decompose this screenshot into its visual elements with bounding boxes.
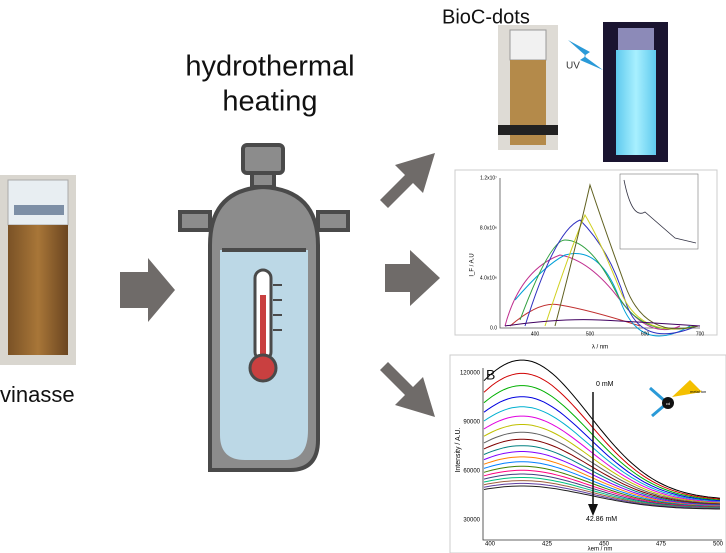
- curve: [483, 415, 721, 503]
- curve: [483, 445, 721, 506]
- curve: [483, 424, 721, 504]
- curve: [483, 385, 721, 501]
- x-tick-label: 450: [599, 542, 610, 548]
- process-label: heating: [222, 86, 317, 118]
- curve: [483, 372, 721, 500]
- curve: [483, 359, 721, 499]
- curve: [483, 473, 721, 509]
- process-label: hydrothermal: [185, 51, 354, 83]
- y-tick-label: 0.0: [490, 325, 497, 331]
- curve: [483, 461, 721, 507]
- plot-a-x-label: λ / nm: [592, 345, 608, 351]
- plot-a: [454, 169, 718, 337]
- x-tick-label: 600: [641, 331, 650, 337]
- curve: [483, 469, 721, 508]
- arrow: [385, 250, 440, 306]
- reactor: [178, 143, 350, 472]
- vinasse-vial: [0, 175, 76, 365]
- arrow: [120, 258, 175, 322]
- curve: [483, 406, 721, 502]
- brown-cuvette: [498, 25, 558, 150]
- product-label: BioC-dots: [442, 6, 530, 28]
- y-tick-label: 1.2x10⁷: [480, 175, 497, 181]
- x-tick-label: 700: [696, 331, 705, 337]
- metal-icon: [649, 380, 702, 418]
- end-label: 42.86 mM: [586, 516, 617, 523]
- curve: [483, 396, 721, 502]
- x-tick-label: 500: [586, 331, 595, 337]
- curve: [483, 485, 720, 510]
- curve: [483, 456, 721, 507]
- y-tick-label: 60000: [463, 469, 480, 475]
- uv-label: UV: [566, 61, 580, 72]
- icon-center: cd: [666, 401, 670, 406]
- plot-b: [449, 354, 726, 553]
- source-label: vinasse: [0, 382, 75, 407]
- panel-label: B: [486, 367, 495, 383]
- curve: [483, 431, 721, 505]
- x-tick-label: 400: [485, 542, 496, 548]
- start-label: 0 mM: [596, 381, 614, 388]
- y-tick-label: 30000: [463, 518, 480, 524]
- curve: [483, 465, 721, 508]
- glowing-cuvette: [603, 22, 668, 162]
- x-tick-label: 500: [713, 542, 724, 548]
- arrow: [380, 153, 435, 208]
- plot-a-y-label: I_F / A.U: [470, 253, 476, 276]
- y-tick-label: 8.0x10⁶: [480, 225, 497, 231]
- plot-b-x-label: λem / nm: [588, 547, 613, 553]
- y-tick-label: 4.0x10⁶: [480, 275, 497, 281]
- plot-b-y-label: Intensity / A.U.: [455, 427, 462, 472]
- x-tick-label: 475: [656, 542, 667, 548]
- x-tick-label: 400: [531, 331, 540, 337]
- y-tick-label: 120000: [460, 371, 481, 377]
- y-tick-label: 90000: [463, 420, 480, 426]
- arrow: [380, 362, 435, 417]
- curve: [483, 438, 721, 505]
- x-tick-label: 425: [542, 542, 553, 548]
- icon-label: metal ion: [690, 389, 706, 394]
- curve: [483, 451, 721, 506]
- uv-bolt: [568, 40, 603, 70]
